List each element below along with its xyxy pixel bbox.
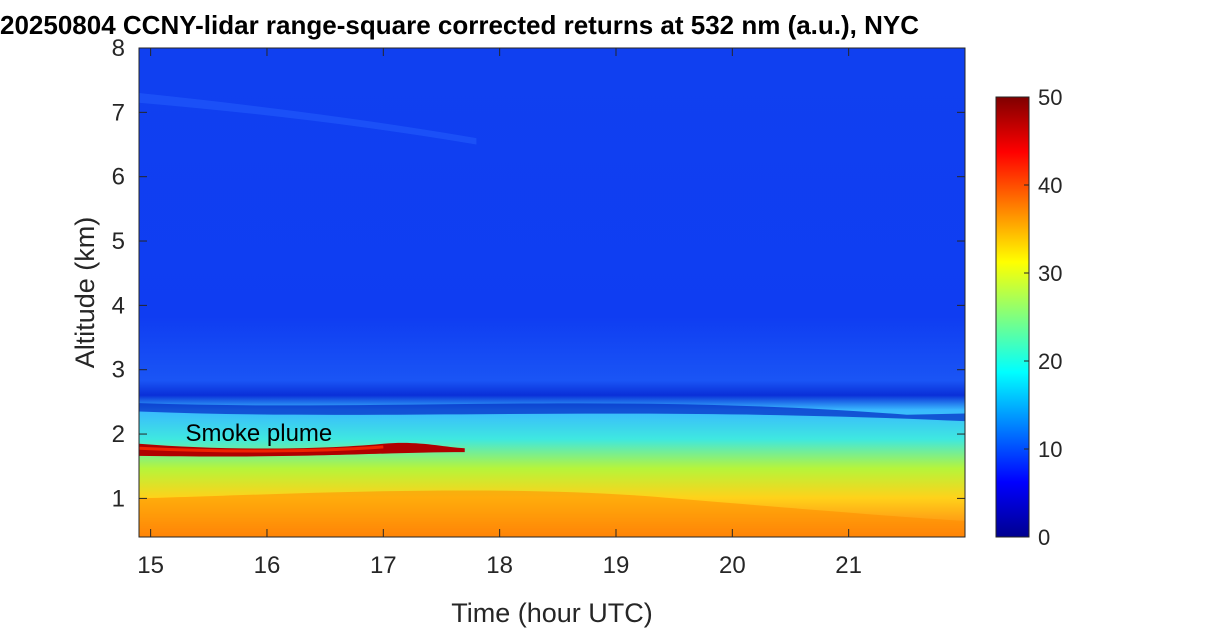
x-tick-label: 21 (835, 552, 862, 579)
cirrus-streak (139, 93, 477, 145)
annotations: Smoke plume (186, 420, 333, 447)
colorbar-scale (995, 96, 1030, 538)
colorbar-tick-label: 10 (1038, 437, 1062, 462)
layer-top-band (139, 403, 965, 422)
x-tick-label: 19 (603, 552, 630, 579)
annotation-label: Smoke plume (186, 420, 333, 447)
chart-title: 20250804 CCNY-lidar range-square correct… (0, 10, 920, 40)
x-tick-label: 15 (137, 552, 164, 579)
y-tick-label: 2 (112, 421, 125, 448)
y-tick-label: 1 (112, 485, 125, 512)
y-tick-label: 7 (112, 99, 125, 126)
y-tick-label: 6 (112, 164, 125, 191)
y-tick-label: 8 (112, 35, 125, 62)
colorbar-tick-label: 30 (1038, 261, 1062, 286)
heatmap-field (139, 48, 965, 537)
x-axis-label: Time (hour UTC) (451, 598, 653, 628)
colorbar-tick-label: 40 (1038, 173, 1062, 198)
smoke-plume-core (138, 445, 384, 453)
plot-frame (138, 47, 966, 538)
y-tick-label: 3 (112, 357, 125, 384)
colorbar-tick-label: 50 (1038, 85, 1062, 110)
colorbar-tick-label: 20 (1038, 349, 1062, 374)
y-tick-label: 4 (112, 292, 125, 319)
y-tick-label: 5 (112, 228, 125, 255)
x-tick-label: 16 (254, 552, 281, 579)
plot-area (138, 48, 965, 537)
x-tick-label: 17 (370, 552, 397, 579)
x-tick-label: 18 (486, 552, 513, 579)
colorbar-tick-label: 0 (1038, 525, 1050, 550)
boundary-layer-core (139, 490, 965, 537)
x-tick-label: 20 (719, 552, 746, 579)
colorbar: 0 10 20 30 40 50 (995, 85, 1062, 550)
y-axis-label: Altitude (km) (70, 217, 100, 369)
